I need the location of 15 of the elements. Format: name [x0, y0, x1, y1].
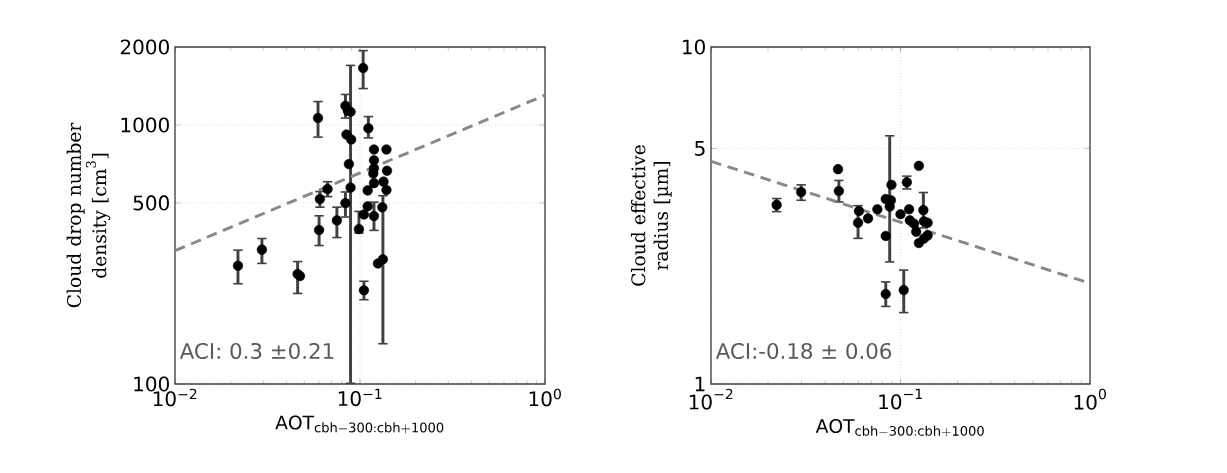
x-axis-title: $\mathrm{AOT}_{\mathrm{cbh-300:cbh+1000}}$ — [815, 418, 984, 437]
annotation: ACI:-0.18 ± 0.06 — [715, 342, 892, 360]
x-tick-label: 10$^{−1}$ — [338, 388, 382, 407]
y-axis-title: Cloud drop number density [cm$^{3}$] — [66, 122, 111, 308]
y-tick-label: 2000 — [120, 39, 169, 55]
x-tick-label: 10$^{0}$ — [1074, 388, 1106, 410]
y-tick-label: 5 — [695, 141, 705, 156]
x-tick-label: 10$^{0}$ — [529, 388, 561, 407]
y-tick-label: 500 — [133, 195, 169, 211]
x-tick-label: 10$^{−1}$ — [879, 388, 922, 410]
y-axis-title: Cloud effective radius [µm] — [630, 145, 672, 286]
y-tick-label: 10 — [683, 39, 705, 55]
y-tick-label: 1000 — [121, 117, 169, 133]
annotation: ACI: 0.3 ±0.21 — [179, 342, 334, 360]
x-axis-title: $\mathrm{AOT}_{\mathrm{cbh-300:cbh+1000}}$ — [275, 415, 444, 434]
